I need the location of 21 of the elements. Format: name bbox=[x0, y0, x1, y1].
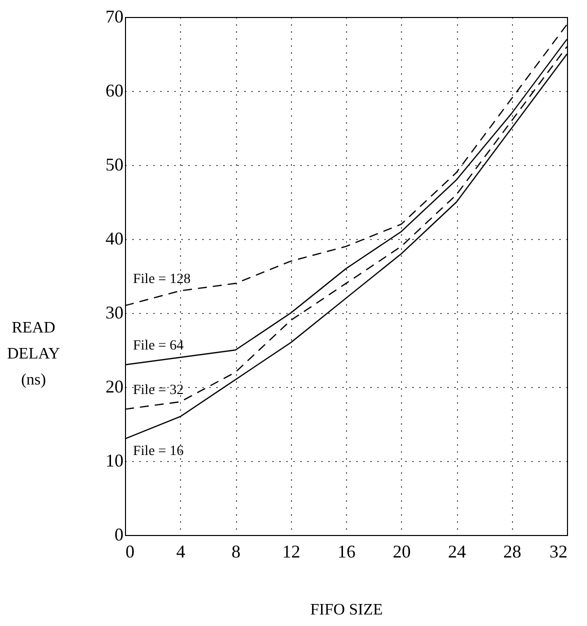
x-tick-label: 32 bbox=[550, 542, 568, 562]
x-tick-label: 28 bbox=[503, 542, 522, 562]
series-label: File = 16 bbox=[133, 444, 184, 459]
y-tick-label: 30 bbox=[106, 302, 124, 322]
y-tick-label: 70 bbox=[106, 6, 124, 26]
x-tick-label: 24 bbox=[448, 542, 466, 562]
series-label: File = 64 bbox=[133, 338, 184, 354]
x-tick-label: 4 bbox=[176, 542, 186, 562]
x-tick-label: 20 bbox=[392, 542, 411, 562]
x-tick-label: 8 bbox=[232, 542, 240, 562]
y-axis-title: READ DELAY (ns) bbox=[7, 320, 60, 388]
x-tick-label: 12 bbox=[282, 542, 300, 562]
y-tick-label: 50 bbox=[106, 154, 124, 174]
y-tick-label: 0 bbox=[114, 524, 124, 544]
x-tick-label: 16 bbox=[338, 542, 356, 562]
y-tick-label: 60 bbox=[106, 80, 124, 100]
y-tick-label: 20 bbox=[106, 376, 124, 396]
x-axis-title: FIFO SIZE bbox=[310, 602, 383, 618]
y-tick-label: 10 bbox=[106, 450, 124, 470]
y-tick-label: 40 bbox=[106, 228, 124, 248]
series-label: File = 128 bbox=[133, 272, 191, 287]
